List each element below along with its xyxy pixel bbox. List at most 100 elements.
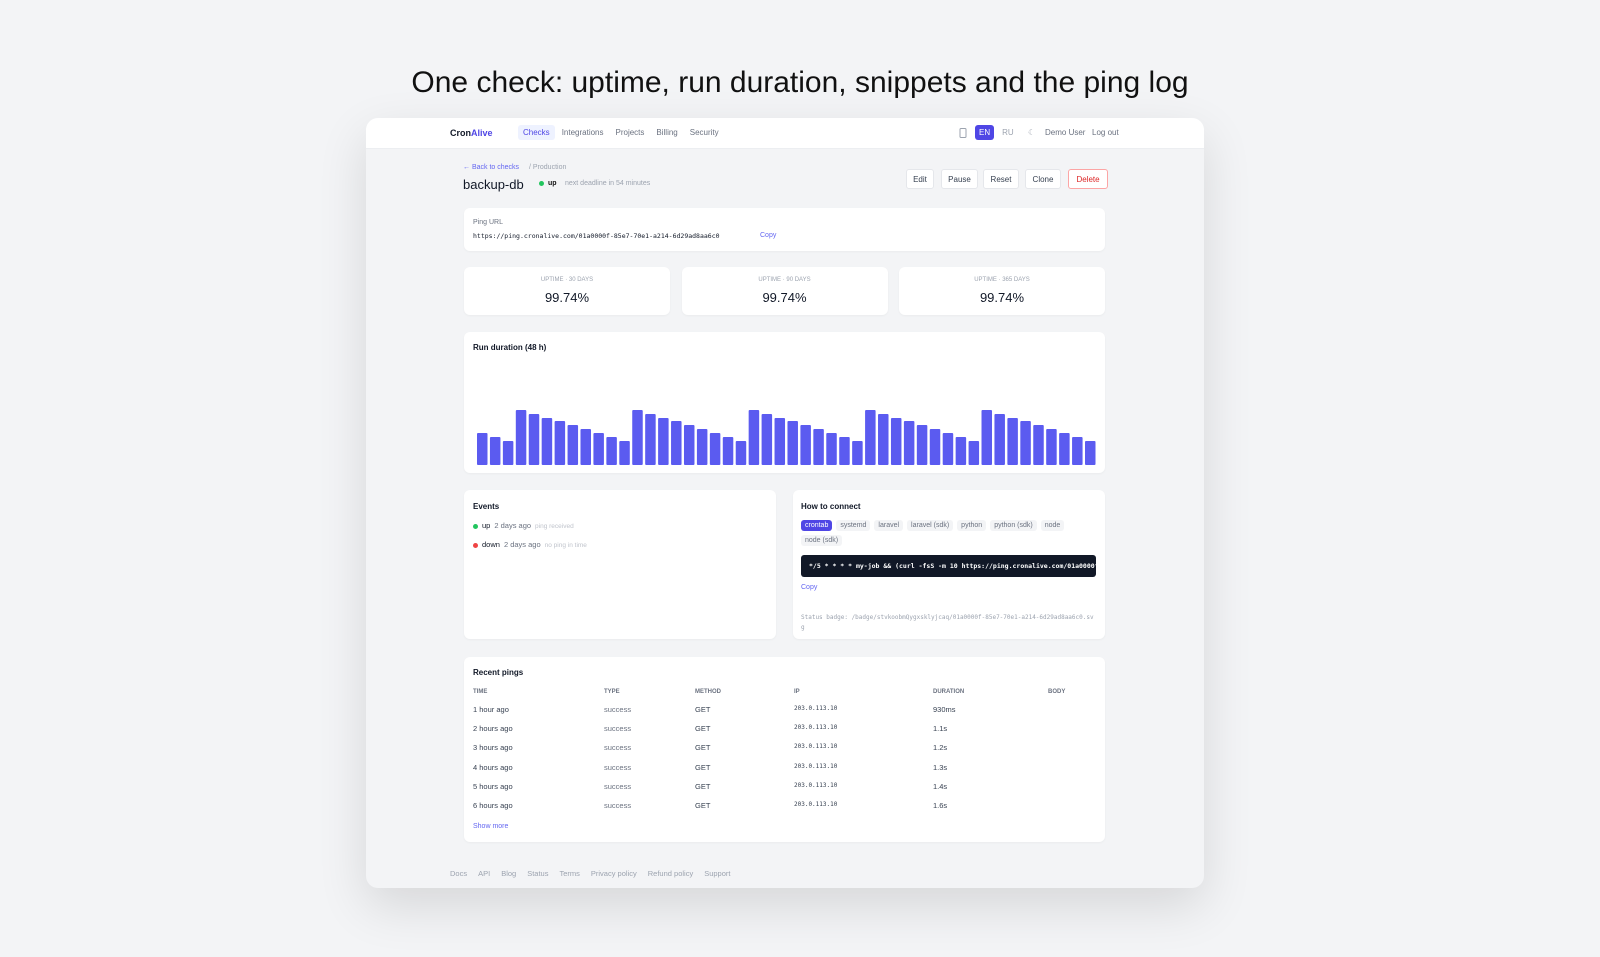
bar bbox=[968, 441, 980, 465]
uptime-value: 99.74% bbox=[762, 290, 807, 305]
cell: 203.0.113.10 bbox=[794, 801, 838, 808]
column-header: DURATION bbox=[933, 689, 965, 695]
connect-tab[interactable]: python bbox=[957, 520, 987, 531]
connect-tab[interactable]: python (sdk) bbox=[990, 520, 1037, 531]
breadcrumb-project: / Production bbox=[529, 164, 567, 171]
bar bbox=[709, 433, 721, 465]
user[interactable]: Demo User bbox=[1045, 128, 1086, 137]
connect-tab[interactable]: node bbox=[1040, 520, 1065, 531]
bar bbox=[748, 410, 760, 465]
logout[interactable]: Log out bbox=[1092, 128, 1119, 137]
cell: GET bbox=[695, 801, 711, 810]
bar bbox=[1007, 418, 1018, 465]
footer-link[interactable]: Privacy policy bbox=[590, 869, 637, 878]
brand-prefix: Cron bbox=[450, 128, 471, 138]
cell: GET bbox=[695, 762, 711, 772]
nav-link[interactable]: Integrations bbox=[561, 128, 604, 137]
bar bbox=[632, 410, 643, 465]
back-link[interactable]: ← Back to checks bbox=[463, 164, 520, 171]
footer-link[interactable]: Terms bbox=[559, 869, 580, 878]
footer-link[interactable]: Blog bbox=[501, 869, 517, 878]
footer-link[interactable]: Refund policy bbox=[647, 869, 694, 878]
connect-title: How to connect bbox=[801, 502, 861, 511]
event-time: 2 days ago bbox=[503, 540, 541, 549]
footer: Docs API Blog Status Terms Privacy policy Refu… bbox=[450, 869, 741, 878]
language[interactable]: EN bbox=[975, 125, 995, 140]
bar bbox=[683, 425, 695, 465]
bar bbox=[515, 410, 527, 465]
bar bbox=[722, 437, 734, 465]
deadline: next deadline in 54 minutes bbox=[565, 180, 651, 187]
cell: 203.0.113.10 bbox=[794, 743, 838, 751]
uptime-label: UPTIME · 90 DAYS bbox=[758, 277, 811, 283]
nav-link[interactable]: Security bbox=[689, 128, 719, 137]
cell: 930ms bbox=[933, 705, 956, 714]
event-time: 2 days ago bbox=[494, 521, 532, 530]
cell: 1.2s bbox=[933, 743, 948, 753]
bar bbox=[981, 410, 993, 465]
nav-link[interactable]: Projects bbox=[615, 128, 645, 137]
bar bbox=[761, 414, 773, 465]
footer-link[interactable]: Status bbox=[527, 869, 549, 878]
cell: success bbox=[604, 762, 632, 772]
bar bbox=[619, 441, 630, 465]
bar bbox=[671, 421, 682, 465]
ping-url-copy[interactable]: Copy bbox=[760, 232, 777, 239]
bar bbox=[477, 433, 488, 465]
bar bbox=[787, 421, 798, 465]
bar bbox=[1020, 421, 1031, 465]
language[interactable]: RU bbox=[1002, 128, 1014, 137]
action-button[interactable]: Reset bbox=[983, 169, 1019, 189]
event-status: up bbox=[482, 521, 491, 530]
connect-tab[interactable]: systemd bbox=[836, 520, 871, 531]
ping-url-card bbox=[464, 208, 1105, 251]
bar bbox=[528, 414, 540, 465]
cell: 203.0.113.10 bbox=[794, 724, 838, 732]
languages: EN RU bbox=[975, 125, 1022, 140]
code-snippet: */5 * * * * my-job && (curl -fsS -m 10 h… bbox=[801, 555, 1096, 577]
footer-link[interactable]: Support bbox=[704, 869, 731, 878]
bar bbox=[916, 425, 928, 465]
footer-link[interactable]: Docs bbox=[450, 869, 468, 878]
badge: Status badge: /badge/stvkoobmQygxsklyjca… bbox=[801, 614, 1094, 631]
connect-tab[interactable]: node (sdk) bbox=[801, 535, 843, 546]
bar bbox=[502, 441, 514, 465]
cell: 1.1s bbox=[933, 724, 948, 734]
show-more[interactable]: Show more bbox=[473, 823, 509, 830]
nav-link[interactable]: Billing bbox=[656, 128, 678, 137]
bar bbox=[593, 433, 604, 465]
status-text: up bbox=[548, 180, 557, 187]
bar bbox=[1033, 425, 1044, 465]
event: down 2 days ago no ping in time bbox=[473, 540, 587, 549]
bar bbox=[774, 418, 786, 465]
footer-link[interactable]: API bbox=[478, 869, 491, 878]
bar bbox=[890, 418, 902, 465]
connect-tab[interactable]: laravel (sdk) bbox=[907, 520, 954, 531]
events-card bbox=[464, 490, 776, 639]
uptime-card bbox=[464, 267, 670, 315]
action-button[interactable]: Pause bbox=[941, 169, 978, 189]
nav-link[interactable]: Checks bbox=[518, 125, 555, 140]
cell: 203.0.113.10 bbox=[794, 781, 838, 789]
bar bbox=[1046, 429, 1057, 465]
code-copy[interactable]: Copy bbox=[801, 584, 818, 591]
bar bbox=[826, 433, 837, 465]
action-button[interactable]: Edit bbox=[906, 169, 934, 189]
bar bbox=[541, 418, 553, 465]
theme-icon[interactable]: ☾ bbox=[1028, 128, 1036, 137]
cell: GET bbox=[695, 724, 711, 734]
bar bbox=[554, 421, 566, 465]
brand[interactable]: CronAlive bbox=[450, 128, 493, 138]
cell: 5 hours ago bbox=[473, 781, 513, 791]
connect-tab[interactable]: laravel bbox=[874, 520, 904, 531]
ping-url: https://ping.cronalive.com/01a0000f-85e7… bbox=[473, 232, 720, 240]
connect-tab[interactable]: crontab bbox=[801, 520, 833, 531]
action-button[interactable]: Delete bbox=[1068, 169, 1108, 189]
connect-tabs: crontab systemd laravel laravel (sdk) python… bbox=[801, 520, 1091, 550]
cell: success bbox=[604, 781, 632, 791]
bar bbox=[865, 410, 876, 465]
cell: 1.3s bbox=[933, 762, 948, 772]
bar bbox=[658, 418, 669, 465]
action-button[interactable]: Clone bbox=[1025, 169, 1061, 189]
navbar bbox=[366, 118, 1204, 149]
